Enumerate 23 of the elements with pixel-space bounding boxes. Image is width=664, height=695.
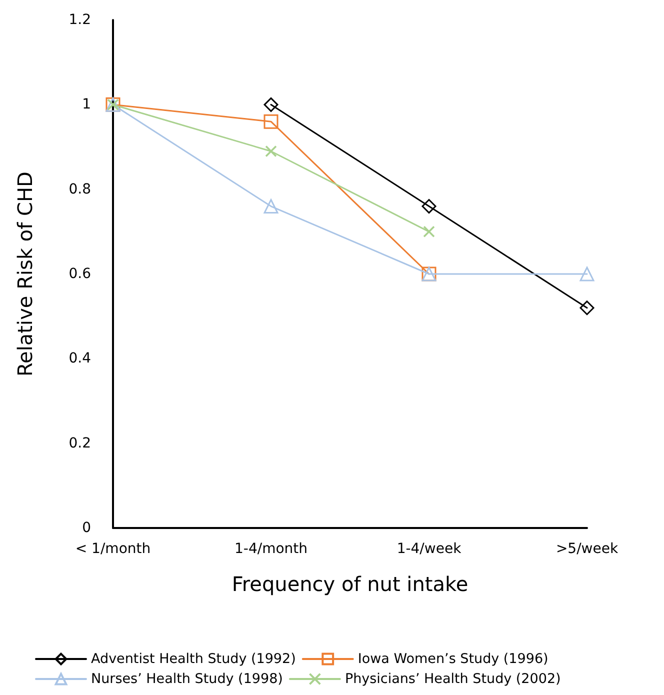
point [422,199,436,214]
y-axis-title: Relative Risk of CHD [13,172,37,376]
legend-label: Iowa Women’s Study (1996) [358,651,548,667]
point [423,226,435,238]
legend-label: Nurses’ Health Study (1998) [91,671,283,687]
x-tick-label: 1-4/week [396,541,462,557]
point [265,145,277,158]
x-tick-label: 1-4/month [234,541,308,557]
y-tick-label: 1.2 [68,12,91,28]
x-axis-title: Frequency of nut intake [232,572,468,596]
y-tick-label: 0.2 [68,435,91,452]
legend-label: Adventist Health Study (1992) [91,651,296,667]
y-tick-label: 0.6 [68,266,92,282]
y-tick-label: 0.8 [68,181,91,198]
point [580,300,594,316]
y-tick-label: 0 [82,520,91,536]
y-tick-label: 1 [82,96,91,113]
x-tick-label: < 1/month [75,541,151,557]
legend-label: Physicians’ Health Study (2002) [344,671,561,687]
y-tick-label: 0.4 [68,350,92,367]
point [264,114,278,129]
x-tick-label: >5/week [556,541,619,557]
point [264,97,278,112]
